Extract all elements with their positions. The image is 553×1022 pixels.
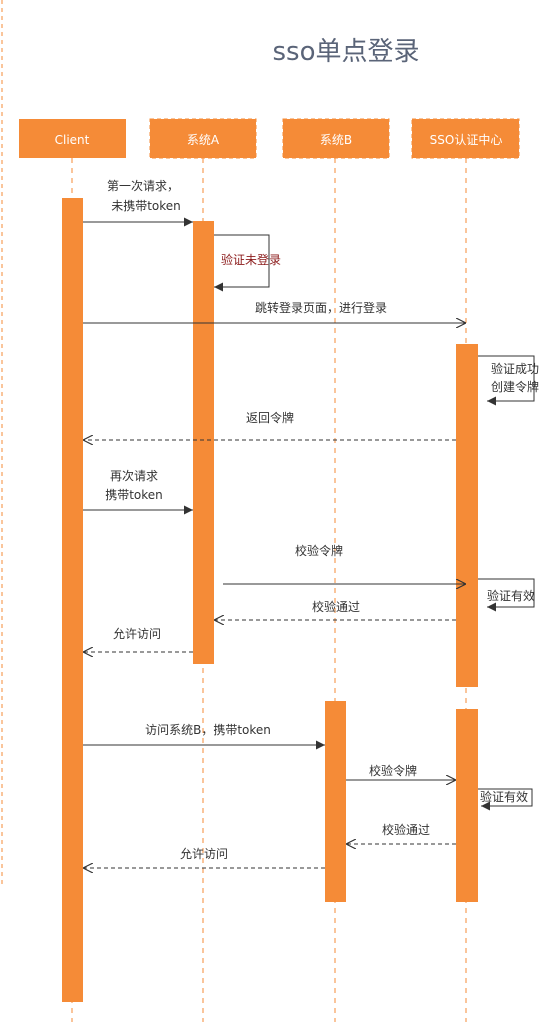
message-validate-token-b: 校验令牌: [346, 763, 456, 780]
participant-system-b: 系统B: [282, 118, 390, 159]
participant-system-b-label: 系统B: [320, 133, 352, 147]
message-verify-not-logged-in: 验证未登录: [214, 234, 281, 292]
svg-text:访问系统B，携带token: 访问系统B，携带token: [145, 722, 271, 737]
activation-system-a: [193, 221, 214, 664]
participant-sso: SSO认证中心: [411, 118, 520, 159]
participant-sso-label: SSO认证中心: [430, 132, 503, 147]
message-verify-valid-a: 验证有效: [478, 578, 535, 612]
message-redirect-login: 跳转登录页面，进行登录: [83, 300, 466, 323]
svg-text:验证成功: 验证成功: [491, 361, 539, 376]
activation-bars: [62, 198, 478, 1002]
svg-text:允许访问: 允许访问: [180, 846, 228, 861]
svg-text:返回令牌: 返回令牌: [246, 410, 294, 425]
message-access-system-b: 访问系统B，携带token: [83, 722, 325, 750]
message-validation-passed-b: 校验通过: [346, 822, 456, 844]
message-return-token: 返回令牌: [83, 410, 456, 440]
svg-text:未携带token: 未携带token: [111, 198, 181, 213]
svg-text:第一次请求，: 第一次请求，: [107, 179, 179, 193]
participant-client-label: Client: [55, 133, 90, 147]
svg-text:验证有效: 验证有效: [480, 789, 528, 804]
svg-text:创建令牌: 创建令牌: [491, 379, 539, 394]
svg-text:跳转登录页面，进行登录: 跳转登录页面，进行登录: [255, 300, 387, 315]
participant-system-a-label: 系统A: [187, 133, 220, 147]
message-allow-access-a: 允许访问: [83, 626, 193, 652]
svg-text:验证未登录: 验证未登录: [221, 252, 281, 267]
message-second-request: 再次请求 携带token: [83, 469, 193, 515]
message-validation-passed-a: 校验通过: [214, 599, 456, 620]
message-verify-valid-b: 验证有效: [478, 788, 533, 811]
svg-text:验证有效: 验证有效: [487, 588, 535, 603]
participant-system-a: 系统A: [149, 118, 257, 159]
message-verify-success-create-token: 验证成功 创建令牌: [478, 355, 539, 406]
svg-text:再次请求: 再次请求: [110, 469, 158, 483]
activation-sso-2: [456, 709, 478, 902]
svg-text:校验令牌: 校验令牌: [295, 543, 343, 558]
activation-sso-1: [456, 344, 478, 687]
svg-text:携带token: 携带token: [105, 487, 163, 502]
participant-client: Client: [19, 119, 126, 158]
activation-client: [62, 198, 83, 1002]
message-allow-access-b: 允许访问: [83, 846, 325, 868]
lifelines: [71, 158, 467, 1022]
svg-text:校验令牌: 校验令牌: [369, 763, 417, 778]
svg-text:允许访问: 允许访问: [113, 626, 161, 641]
activation-system-b: [325, 701, 346, 902]
message-first-request: 第一次请求， 未携带token: [83, 179, 193, 227]
message-validate-token-a: 校验令牌: [223, 543, 466, 584]
svg-text:校验通过: 校验通过: [312, 599, 360, 614]
svg-text:校验通过: 校验通过: [382, 822, 430, 837]
diagram-title: sso单点登录: [273, 37, 420, 67]
